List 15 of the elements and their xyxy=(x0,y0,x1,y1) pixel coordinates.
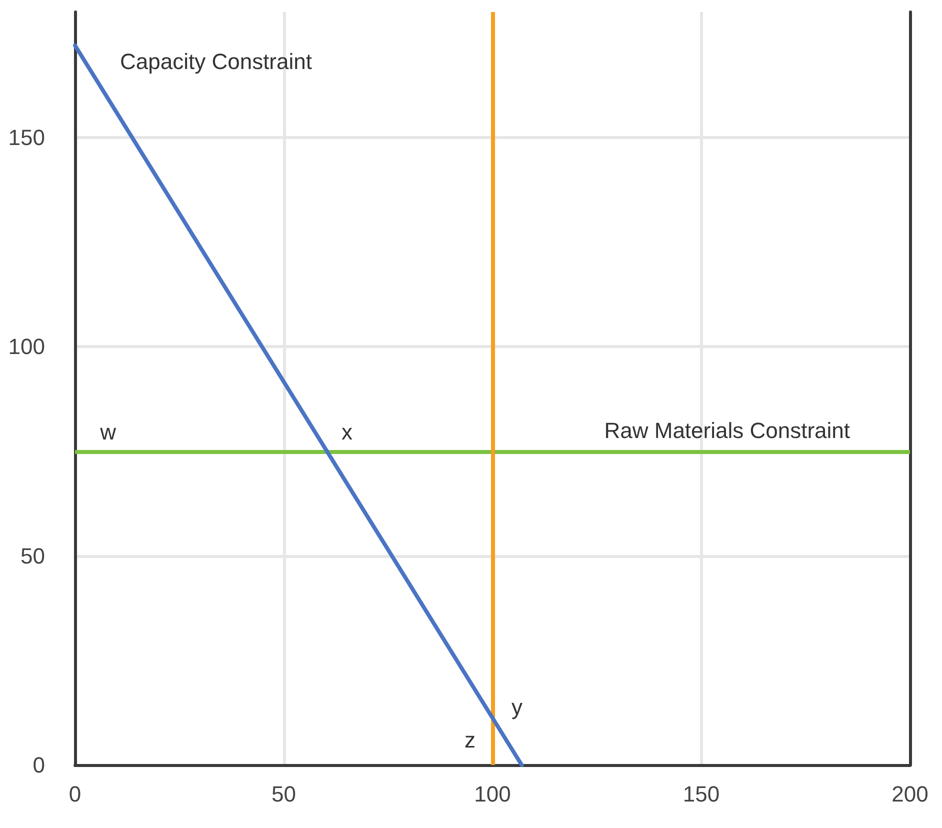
y-tick-label: 50 xyxy=(20,543,45,568)
annotation: w xyxy=(99,420,116,444)
y-tick-label: 0 xyxy=(32,752,45,778)
x-tick-label: 100 xyxy=(474,782,511,806)
ref-line-label: Raw Materials Constraint xyxy=(604,418,850,443)
x-tick-label: 50 xyxy=(272,782,296,806)
series-label: Capacity Constraint xyxy=(120,48,312,74)
annotation: z xyxy=(464,728,476,752)
x-tick-label: 200 xyxy=(892,782,928,806)
annotation: y xyxy=(512,694,522,720)
x-tick-label: 0 xyxy=(68,782,82,806)
y-tick-label: 150 xyxy=(8,125,45,150)
y-tick-label: 100 xyxy=(8,334,45,360)
annotation: x xyxy=(342,420,352,444)
x-tick-label: 150 xyxy=(682,782,720,806)
